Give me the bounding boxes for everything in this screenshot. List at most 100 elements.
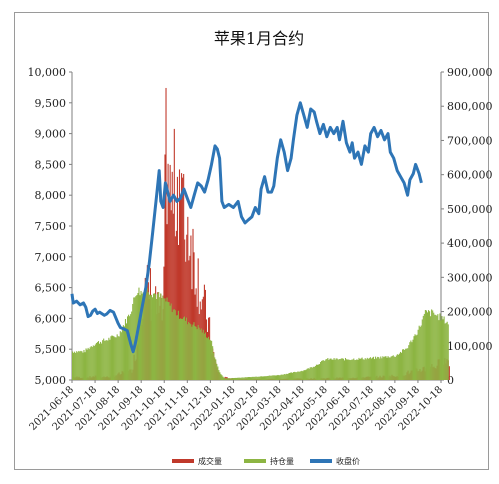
bar-open-interest bbox=[256, 376, 258, 380]
bar-volume bbox=[171, 171, 173, 380]
bar-open-interest bbox=[105, 340, 107, 380]
bar-open-interest bbox=[293, 372, 295, 380]
bar-open-interest bbox=[324, 360, 326, 380]
bar-open-interest bbox=[387, 356, 389, 380]
bar-open-interest bbox=[87, 347, 89, 380]
bar-open-interest bbox=[153, 293, 156, 380]
bar-open-interest bbox=[80, 350, 82, 380]
bar-open-interest bbox=[333, 358, 335, 380]
bar-open-interest bbox=[323, 360, 325, 380]
bar-open-interest bbox=[273, 375, 275, 380]
bar-open-interest bbox=[261, 376, 264, 380]
bar-open-interest bbox=[262, 376, 265, 380]
bar-open-interest bbox=[363, 359, 365, 380]
y-left-tick-label: 6,500 bbox=[35, 282, 67, 295]
bar-open-interest bbox=[288, 372, 291, 380]
bar-open-interest bbox=[172, 309, 174, 380]
bar-open-interest bbox=[408, 345, 410, 380]
bar-open-interest bbox=[266, 376, 268, 380]
bar-open-interest bbox=[417, 329, 419, 380]
bar-open-interest bbox=[339, 359, 341, 380]
bar-open-interest bbox=[281, 374, 283, 380]
bar-open-interest bbox=[302, 371, 304, 380]
bar-open-interest bbox=[90, 346, 92, 380]
bar-open-interest bbox=[197, 325, 199, 380]
bar-open-interest bbox=[213, 352, 215, 380]
bar-open-interest bbox=[218, 370, 220, 380]
bar-open-interest bbox=[158, 292, 160, 380]
bar-open-interest bbox=[141, 293, 143, 380]
bar-open-interest bbox=[243, 377, 245, 380]
bar-open-interest bbox=[269, 375, 271, 380]
bar-open-interest bbox=[227, 378, 229, 380]
y-right-tick-label: 700,000 bbox=[447, 134, 493, 147]
bar-open-interest bbox=[179, 318, 182, 380]
bar-open-interest bbox=[391, 356, 393, 380]
bar-open-interest bbox=[102, 340, 104, 380]
bar-open-interest bbox=[336, 358, 338, 380]
bar-open-interest bbox=[434, 314, 436, 380]
bar-open-interest bbox=[276, 375, 278, 380]
bar-open-interest bbox=[404, 349, 406, 380]
bar-open-interest bbox=[238, 377, 240, 380]
bar-open-interest bbox=[277, 374, 279, 380]
bar-open-interest bbox=[367, 358, 369, 380]
bar-open-interest bbox=[375, 356, 377, 380]
bar-open-interest bbox=[429, 311, 431, 380]
bar-open-interest bbox=[203, 333, 205, 380]
bar-open-interest bbox=[358, 357, 360, 380]
bar-open-interest bbox=[109, 339, 111, 380]
bar-open-interest bbox=[278, 375, 280, 380]
bar-open-interest bbox=[111, 335, 113, 380]
bar-volume bbox=[164, 154, 166, 380]
bar-open-interest bbox=[409, 342, 411, 380]
bar-open-interest bbox=[365, 359, 367, 380]
bar-open-interest bbox=[247, 377, 249, 380]
bar-open-interest bbox=[100, 341, 102, 380]
y-right-tick-label: 900,000 bbox=[447, 66, 493, 79]
bar-open-interest bbox=[444, 323, 446, 380]
bar-open-interest bbox=[206, 338, 209, 380]
bar-volume bbox=[183, 173, 185, 380]
bar-open-interest bbox=[446, 321, 448, 380]
bar-open-interest bbox=[257, 376, 259, 380]
bar-open-interest bbox=[299, 371, 301, 380]
bar-open-interest bbox=[424, 309, 426, 380]
bar-open-interest bbox=[149, 295, 151, 380]
bar-volume bbox=[193, 252, 195, 380]
bar-volume bbox=[169, 164, 171, 380]
bar-open-interest bbox=[438, 320, 440, 380]
bar-volume bbox=[178, 169, 181, 380]
bar-open-interest bbox=[447, 324, 449, 380]
bar-open-interest bbox=[195, 326, 197, 380]
bar-open-interest bbox=[381, 358, 383, 380]
line-series bbox=[70, 101, 423, 354]
bar-open-interest bbox=[309, 367, 311, 380]
bar-open-interest bbox=[233, 377, 235, 380]
bar-open-interest bbox=[384, 356, 386, 380]
bar-open-interest bbox=[107, 340, 109, 380]
bar-open-interest bbox=[252, 376, 254, 380]
bar-open-interest bbox=[196, 329, 198, 380]
bar-volume bbox=[167, 163, 169, 380]
bar-open-interest bbox=[248, 376, 250, 380]
bar-open-interest bbox=[157, 293, 159, 380]
bar-open-interest bbox=[255, 376, 257, 380]
bar-open-interest bbox=[119, 331, 121, 380]
bar-open-interest bbox=[413, 336, 415, 380]
bar-open-interest bbox=[194, 326, 196, 380]
bar-open-interest bbox=[265, 376, 267, 380]
legend-label-close-price: 收盘价 bbox=[336, 456, 360, 466]
bar-open-interest bbox=[393, 356, 395, 380]
bar-open-interest bbox=[258, 376, 260, 380]
bar-open-interest bbox=[354, 360, 356, 380]
bar-open-interest bbox=[435, 314, 437, 380]
bar-open-interest bbox=[289, 372, 292, 380]
bar-open-interest bbox=[283, 374, 285, 380]
bar-open-interest bbox=[235, 377, 238, 380]
bar-open-interest bbox=[402, 349, 404, 380]
bar-open-interest bbox=[300, 371, 302, 380]
bar-open-interest bbox=[160, 293, 162, 380]
line-close-price bbox=[70, 101, 423, 354]
bar-open-interest bbox=[275, 375, 277, 380]
